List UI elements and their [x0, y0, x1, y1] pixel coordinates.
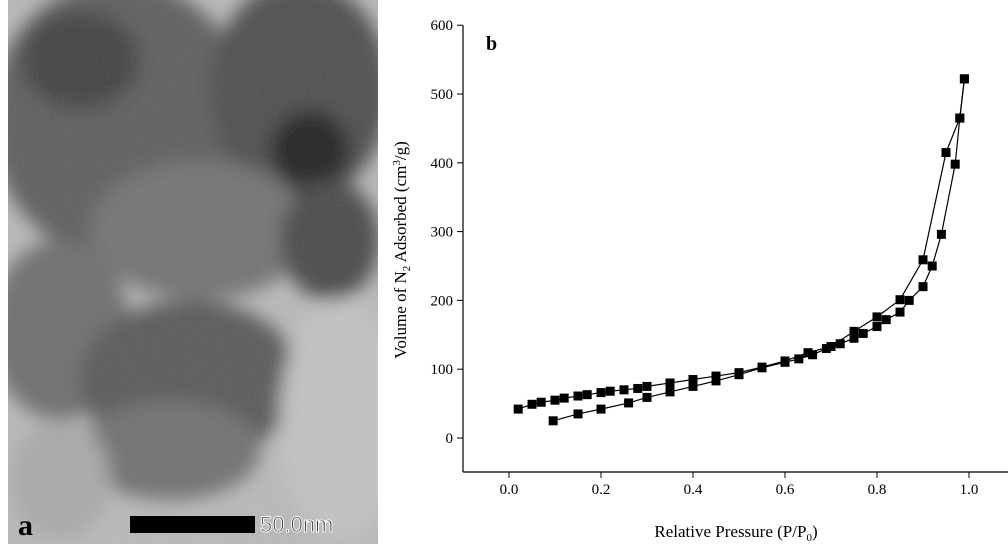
data-point	[711, 371, 721, 381]
data-point	[955, 113, 965, 123]
data-point	[573, 409, 583, 419]
data-point	[936, 229, 946, 239]
data-point	[794, 354, 804, 364]
data-point	[808, 350, 818, 360]
x-tick-label: 0.6	[776, 482, 795, 498]
data-point	[803, 348, 813, 358]
y-axis-label: Volume of N2 Adsorbed (cm3/g)	[391, 141, 413, 359]
data-point	[872, 312, 882, 322]
data-point	[596, 388, 606, 398]
data-point	[835, 339, 845, 349]
series-line	[518, 78, 965, 410]
x-tick-label: 0.4	[684, 482, 703, 498]
data-point	[821, 344, 831, 354]
y-tick-label: 0	[446, 431, 454, 447]
data-point	[757, 362, 767, 372]
y-tick-label: 600	[431, 18, 454, 34]
data-point	[895, 295, 905, 305]
data-point	[513, 404, 523, 414]
x-tick-label: 0.2	[592, 482, 611, 498]
y-tick-label: 100	[431, 362, 454, 378]
data-point	[881, 315, 891, 325]
data-point	[665, 387, 675, 397]
data-point	[550, 395, 560, 405]
data-point	[918, 255, 928, 265]
data-point	[826, 341, 836, 351]
data-point	[573, 391, 583, 401]
data-point	[633, 383, 643, 393]
x-tick-label: 1.0	[960, 482, 979, 498]
data-point	[904, 295, 914, 305]
data-point	[918, 282, 928, 292]
data-point	[927, 261, 937, 271]
y-tick-label: 200	[431, 293, 454, 309]
x-tick-label: 0.8	[868, 482, 887, 498]
data-point	[941, 147, 951, 157]
y-tick-label: 400	[431, 156, 454, 172]
data-point	[536, 397, 546, 407]
scale-bar-label: 50.0nm	[260, 512, 333, 537]
panel-label: a	[18, 509, 33, 542]
data-point	[605, 386, 615, 396]
data-point	[858, 328, 868, 338]
data-point	[619, 385, 629, 395]
data-point	[734, 368, 744, 378]
data-point	[624, 398, 634, 408]
data-point	[548, 416, 558, 426]
data-point	[711, 376, 721, 386]
data-point	[559, 393, 569, 403]
data-point	[849, 333, 859, 343]
data-point	[959, 74, 969, 84]
data-point	[950, 159, 960, 169]
data-point	[596, 404, 606, 414]
data-point	[688, 375, 698, 385]
data-point	[688, 381, 698, 391]
data-point	[849, 326, 859, 336]
data-point	[872, 322, 882, 332]
data-point	[582, 390, 592, 400]
y-tick-label: 300	[431, 225, 454, 241]
scale-bar	[130, 516, 255, 533]
x-axis-label: Relative Pressure (P/P0)	[654, 522, 817, 544]
data-point	[665, 378, 675, 388]
tem-image: 50.0nm a	[8, 0, 378, 544]
data-point	[527, 399, 537, 409]
x-tick-label: 0.0	[500, 482, 519, 498]
data-point	[642, 381, 652, 391]
y-tick-label: 500	[431, 87, 454, 103]
panel-label: b	[486, 33, 497, 55]
data-point	[642, 392, 652, 402]
data-point	[780, 356, 790, 366]
data-point	[895, 307, 905, 317]
